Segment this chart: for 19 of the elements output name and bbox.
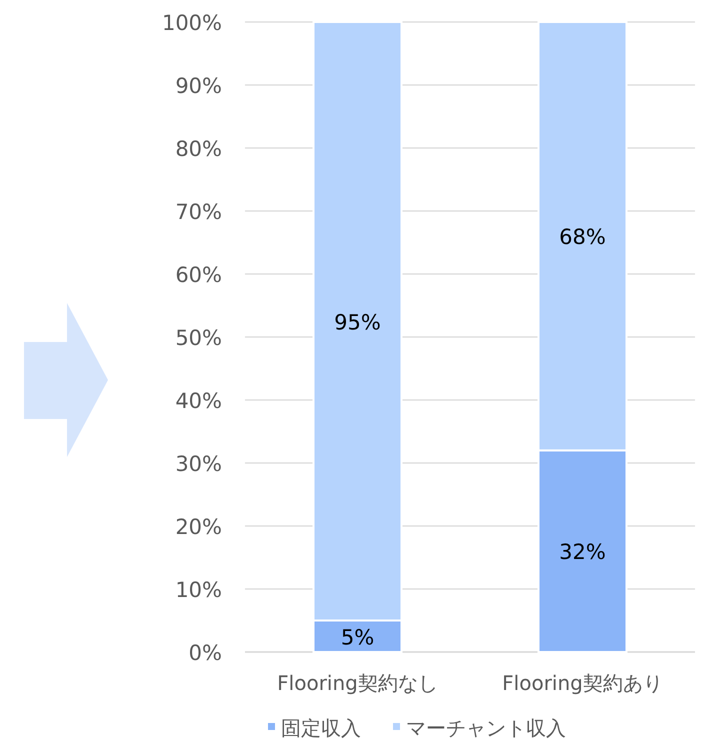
y-tick-label: 0% <box>188 641 222 665</box>
y-tick-label: 40% <box>175 389 222 413</box>
y-tick-label: 70% <box>175 200 222 224</box>
data-label: 95% <box>334 310 381 334</box>
legend-label: マーチャント収入 <box>406 716 566 740</box>
y-tick-label: 60% <box>175 263 222 287</box>
y-tick-label: 90% <box>175 74 222 98</box>
data-label: 68% <box>559 225 606 250</box>
y-tick-label: 50% <box>175 326 222 350</box>
x-tick-label: Flooring契約なし <box>277 671 438 695</box>
y-tick-label: 20% <box>175 515 222 539</box>
y-tick-label: 80% <box>175 137 222 161</box>
legend-label: 固定収入 <box>281 716 361 740</box>
y-tick-label: 30% <box>175 452 222 476</box>
x-tick-label: Flooring契約あり <box>502 671 663 695</box>
data-label: 5% <box>340 625 374 650</box>
y-tick-label: 10% <box>175 578 222 602</box>
data-label: 32% <box>559 540 606 564</box>
y-tick-label: 100% <box>162 11 222 35</box>
